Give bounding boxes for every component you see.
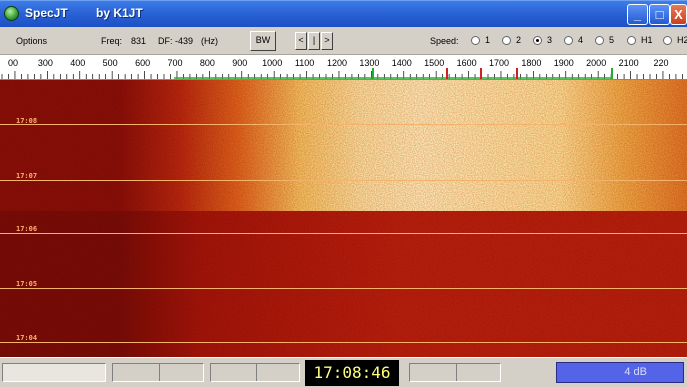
nav-right-button[interactable]: > <box>321 32 333 50</box>
time-line <box>0 124 687 125</box>
red-frequency-marker <box>446 68 448 79</box>
minimize-button[interactable]: _ <box>627 4 648 25</box>
speed-label-h2: H2 <box>677 35 687 45</box>
freq-label: Freq: <box>101 36 123 46</box>
time-label: 17:07 <box>16 172 38 180</box>
ruler-label: 2100 <box>619 58 639 68</box>
speed-label-2: 2 <box>516 35 522 45</box>
time-label: 17:05 <box>16 280 38 288</box>
time-line <box>0 180 687 181</box>
speed-label-5: 5 <box>609 35 615 45</box>
nav-center-button[interactable]: | <box>308 32 320 50</box>
freq-value: 831 <box>131 36 147 46</box>
ruler-label: 400 <box>70 58 85 68</box>
speed-radio-3[interactable] <box>533 36 542 45</box>
df-label: DF: <box>158 36 173 46</box>
nav-left-button[interactable]: < <box>295 32 307 50</box>
ruler-label: 900 <box>232 58 247 68</box>
ruler-label: 1600 <box>457 58 477 68</box>
slider-thumb[interactable] <box>456 364 457 381</box>
ruler-label: 300 <box>38 58 53 68</box>
time-line <box>0 342 687 343</box>
window-author: by K1JT <box>96 6 143 20</box>
speed-radio-1[interactable] <box>471 36 480 45</box>
green-frequency-marker <box>372 68 374 79</box>
ruler-label: 1100 <box>295 58 314 68</box>
slider-thumb[interactable] <box>256 364 257 381</box>
title-bar: SpecJT by K1JT _ □ X <box>0 0 687 27</box>
speed-label-h1: H1 <box>641 35 653 45</box>
options-menu[interactable]: Options <box>16 36 48 46</box>
slider-control[interactable] <box>409 363 501 382</box>
ruler-label: 600 <box>135 58 150 68</box>
ruler-label: 800 <box>200 58 215 68</box>
app-icon <box>4 6 19 21</box>
waterfall-display[interactable]: 17:08 17:07 17:06 17:05 17:04 <box>0 80 687 357</box>
time-label: 17:04 <box>16 334 38 342</box>
time-label: 17:08 <box>16 117 38 125</box>
green-frequency-marker <box>611 68 613 79</box>
maximize-button[interactable]: □ <box>649 4 670 25</box>
ruler-label: 1200 <box>327 58 347 68</box>
red-frequency-marker <box>516 68 518 79</box>
ruler-scale: 00 300 400 500 600 700 800 900 1000 1100 1200 1300 1… <box>1 58 683 79</box>
speed-radio-2[interactable] <box>502 36 511 45</box>
df-value: -439 <box>175 36 194 46</box>
frequency-ruler[interactable]: 00 300 400 500 600 700 800 900 1000 1100 1200 1300 1… <box>0 55 687 80</box>
ruler-label: 1800 <box>521 58 541 68</box>
slider-control[interactable] <box>112 363 204 382</box>
ruler-label: 220 <box>653 58 668 68</box>
ruler-label: 1300 <box>359 58 379 68</box>
speed-label-3: 3 <box>547 35 553 45</box>
time-label: 17:06 <box>16 225 38 233</box>
df-unit: (Hz) <box>201 36 218 46</box>
status-bar: 17:08:46 4 dB <box>0 357 687 387</box>
ruler-label: 500 <box>103 58 118 68</box>
signal-level-readout: 4 dB <box>556 362 684 383</box>
ruler-label: 1900 <box>554 58 574 68</box>
utc-clock: 17:08:46 <box>305 360 399 386</box>
speed-radio-5[interactable] <box>595 36 604 45</box>
ruler-label: 2000 <box>586 58 606 68</box>
speed-label: Speed: <box>430 36 459 46</box>
ruler-label: 1700 <box>489 58 509 68</box>
speed-radio-h1[interactable] <box>627 36 636 45</box>
ruler-label: 1500 <box>424 58 444 68</box>
speed-label-1: 1 <box>485 35 491 45</box>
ruler-label: 700 <box>167 58 182 68</box>
toolbar: Options Freq: 831 DF: -439 (Hz) BW < | >… <box>0 27 687 55</box>
speed-radio-h2[interactable] <box>663 36 672 45</box>
slider-thumb[interactable] <box>159 364 160 381</box>
slider-control[interactable] <box>210 363 300 382</box>
red-frequency-marker <box>480 68 482 79</box>
speed-label-4: 4 <box>578 35 584 45</box>
speed-radio-4[interactable] <box>564 36 573 45</box>
ruler-label: 00 <box>8 58 18 68</box>
close-button[interactable]: X <box>670 4 687 25</box>
time-line <box>0 233 687 234</box>
ruler-label: 1000 <box>262 58 282 68</box>
window-title: SpecJT <box>25 6 68 20</box>
waterfall-noise-texture <box>0 80 687 357</box>
bw-button[interactable]: BW <box>250 31 276 51</box>
status-pane <box>2 363 106 382</box>
ruler-label: 1400 <box>392 58 412 68</box>
time-line <box>0 288 687 289</box>
